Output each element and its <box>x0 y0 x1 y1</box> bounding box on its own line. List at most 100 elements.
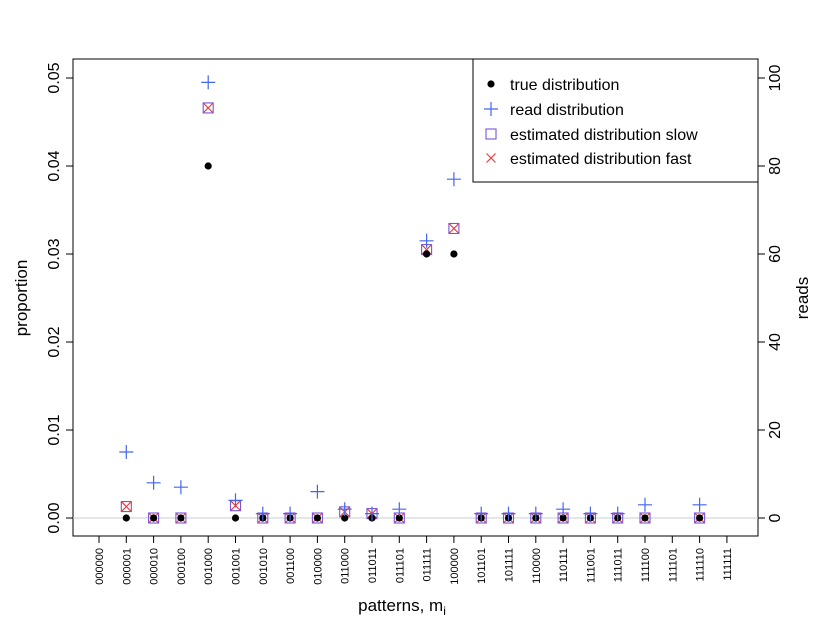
x-tick-label: 011101 <box>394 548 406 583</box>
point-plus-111100 <box>638 497 652 512</box>
x-tick-label: 111100 <box>640 548 652 582</box>
point-dot-001000 <box>204 162 212 170</box>
point-square-111100 <box>639 512 651 524</box>
point-plus-001100 <box>283 506 298 521</box>
point-x-000001 <box>121 501 132 512</box>
legend-symbol-read <box>484 102 498 116</box>
legend-label-true: true distribution <box>510 77 619 94</box>
x-tick-label: 010000 <box>312 548 324 585</box>
legend: true distribution read distribution esti… <box>472 58 759 183</box>
x-tick-label: 101111 <box>504 548 516 582</box>
point-plus-000100 <box>173 480 188 495</box>
point-dot-100000 <box>450 250 458 258</box>
point-plus-001000 <box>201 75 216 90</box>
x-tick-label: 011111 <box>422 548 434 581</box>
point-plus-011011 <box>365 506 379 521</box>
point-plus-101101 <box>474 506 489 521</box>
y-tick-label-left: 0.04 <box>46 150 63 181</box>
legend-symbol-true <box>487 80 495 88</box>
point-plus-100000 <box>446 172 461 187</box>
x-axis-label-subscript: i <box>443 604 446 618</box>
point-dot-000010 <box>150 514 158 522</box>
point-square-100000 <box>448 222 460 235</box>
legend-label-fast: estimated distribution fast <box>510 151 692 168</box>
legend-label-read: read distribution <box>510 102 624 119</box>
x-tick-label: 011011 <box>367 548 379 583</box>
x-tick-label: 111101 <box>667 548 679 582</box>
x-tick-label: 111111 <box>722 548 734 581</box>
point-plus-001001 <box>228 493 243 508</box>
point-plus-101111 <box>501 506 516 521</box>
point-square-111110 <box>694 512 706 524</box>
point-plus-111110 <box>692 497 707 512</box>
y-tick-label-right: 80 <box>767 157 784 175</box>
point-dot-111110 <box>696 514 704 522</box>
y-tick-label-right: 60 <box>767 245 784 263</box>
point-dot-110111 <box>559 514 567 522</box>
point-plus-110111 <box>556 502 571 517</box>
x-tick-label: 000010 <box>149 548 161 585</box>
y-tick-label-right: 100 <box>767 65 784 92</box>
y-tick-label-left: 0.03 <box>46 238 63 269</box>
y-tick-label-right: 20 <box>767 421 784 439</box>
point-square-000001 <box>120 501 132 513</box>
x-tick-label: 000100 <box>176 548 188 585</box>
y-tick-label-left: 0.00 <box>46 502 63 533</box>
point-x-001000 <box>203 103 214 113</box>
point-x-100000 <box>449 223 459 234</box>
y-tick-label-left: 0.05 <box>46 62 63 93</box>
point-dot-000001 <box>122 514 130 522</box>
point-dot-010000 <box>313 514 321 522</box>
point-plus-011000 <box>337 502 352 517</box>
point-plus-110000 <box>528 506 543 521</box>
y-axis-right: 0 20 40 60 80 100 <box>758 65 784 522</box>
point-dot-011000 <box>341 514 349 522</box>
x-tick-label: 111110 <box>695 548 707 581</box>
x-tick-label: 001001 <box>231 548 243 585</box>
y-axis-label-right: reads <box>793 277 812 320</box>
point-square-010000 <box>311 512 323 524</box>
point-dot-011101 <box>395 514 403 522</box>
point-square-000010 <box>148 512 160 524</box>
point-square-000100 <box>175 512 187 524</box>
legend-label-slow: estimated distribution slow <box>510 127 698 144</box>
x-axis-label: patterns, mi <box>358 596 446 618</box>
y-axis-left: 0.00 0.01 0.02 0.03 0.04 0.05 <box>46 62 73 534</box>
x-tick-label: 001010 <box>258 548 270 585</box>
y-axis-label-left: proportion <box>12 260 31 337</box>
legend-box <box>472 58 759 183</box>
point-plus-000010 <box>146 475 161 490</box>
point-plus-011111 <box>419 233 434 248</box>
x-tick-label: 000001 <box>121 548 133 585</box>
point-plus-011101 <box>392 502 407 517</box>
x-tick-label: 011000 <box>340 548 352 584</box>
x-tick-label: 100000 <box>449 548 461 585</box>
legend-symbol-fast <box>486 153 496 163</box>
point-plus-000001 <box>119 445 134 459</box>
point-dot-000100 <box>177 514 185 522</box>
x-tick-label: 110111 <box>558 548 570 582</box>
point-plus-111011 <box>610 506 625 521</box>
plot-frame <box>72 58 759 537</box>
x-tick-label: 111011 <box>613 548 625 582</box>
y-tick-label-right: 0 <box>767 513 784 522</box>
x-tick-label: 110000 <box>531 548 543 584</box>
data-points <box>73 75 758 524</box>
x-tick-label: 000000 <box>94 548 106 585</box>
point-plus-010000 <box>310 484 325 499</box>
point-dot-111100 <box>641 514 649 522</box>
x-axis: 000000 000001 000010 000100 001000 001001 0010… <box>94 536 734 585</box>
x-tick-label: 001000 <box>203 548 215 585</box>
y-tick-label-left: 0.02 <box>46 326 63 357</box>
y-tick-label-right: 40 <box>767 333 784 351</box>
point-dot-011111 <box>423 250 431 258</box>
x-axis-label-main: patterns, m <box>358 596 443 615</box>
y-tick-label-left: 0.01 <box>46 414 63 445</box>
point-square-001000 <box>202 102 214 114</box>
point-dot-001001 <box>231 514 240 522</box>
x-tick-label: 001100 <box>285 548 297 584</box>
x-tick-label: 101101 <box>476 548 488 584</box>
point-plus-111001 <box>583 506 598 521</box>
x-tick-label: 111001 <box>585 548 597 583</box>
